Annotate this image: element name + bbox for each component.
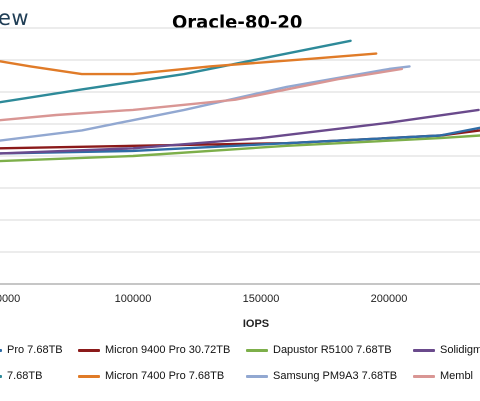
legend-label: Solidigm: [440, 344, 480, 356]
legend-item: Micron 7400 Pro 7.68TB: [78, 370, 224, 382]
legend-label: Micron 7400 Pro 7.68TB: [105, 370, 225, 382]
legend-swatch: [78, 348, 100, 352]
line-chart: 50000 100000 150000 200000 IOPS: [0, 27, 480, 330]
chart-legend: Pro 7.68TB Micron 9400 Pro 30.72TB Dapusto…: [0, 344, 480, 396]
series-line-1: [0, 52, 378, 76]
legend-label: Samsung PM9A3 7.68TB: [273, 370, 398, 382]
series-line-5: [0, 126, 480, 155]
x-axis-label: IOPS: [243, 318, 269, 330]
legend-item: Solidigm: [413, 344, 480, 356]
legend-item: Samsung PM9A3 7.68TB: [246, 370, 397, 382]
legend-swatch: [413, 374, 435, 378]
legend-swatch: [78, 374, 100, 378]
x-tick-label: 200000: [371, 293, 408, 305]
x-tick-label: 50000: [0, 293, 20, 305]
legend-item: Micron 9400 Pro 30.72TB: [78, 344, 230, 356]
legend-swatch: [246, 348, 268, 352]
series-line-2: [0, 65, 411, 142]
legend-swatch: [246, 374, 268, 378]
grid-lines: [0, 27, 480, 285]
legend-item: Dapustor R5100 7.68TB: [246, 344, 392, 356]
series-line-7: [0, 134, 480, 163]
x-tick-label: 150000: [243, 293, 280, 305]
x-tick-label: 100000: [115, 293, 152, 305]
legend-label: Dapustor R5100 7.68TB: [273, 344, 392, 356]
series-line-0: [0, 39, 352, 104]
brand-logo-text: ew: [0, 6, 30, 30]
legend-label: Membl: [440, 370, 474, 382]
legend-swatch: [0, 348, 2, 352]
legend-label: 7.68TB: [7, 370, 43, 382]
series-line-3: [0, 67, 403, 122]
legend-item: Membl: [413, 370, 473, 382]
legend-swatch: [0, 374, 2, 378]
legend-swatch: [413, 348, 435, 352]
legend-label: Micron 9400 Pro 30.72TB: [105, 344, 231, 356]
series-lines: [0, 39, 480, 163]
legend-label: Pro 7.68TB: [7, 344, 63, 356]
series-line-6: [0, 108, 480, 155]
legend-item: Pro 7.68TB: [0, 344, 63, 356]
x-axis-ticks: 50000 100000 150000 200000: [0, 293, 407, 305]
legend-item: 7.68TB: [0, 370, 42, 382]
